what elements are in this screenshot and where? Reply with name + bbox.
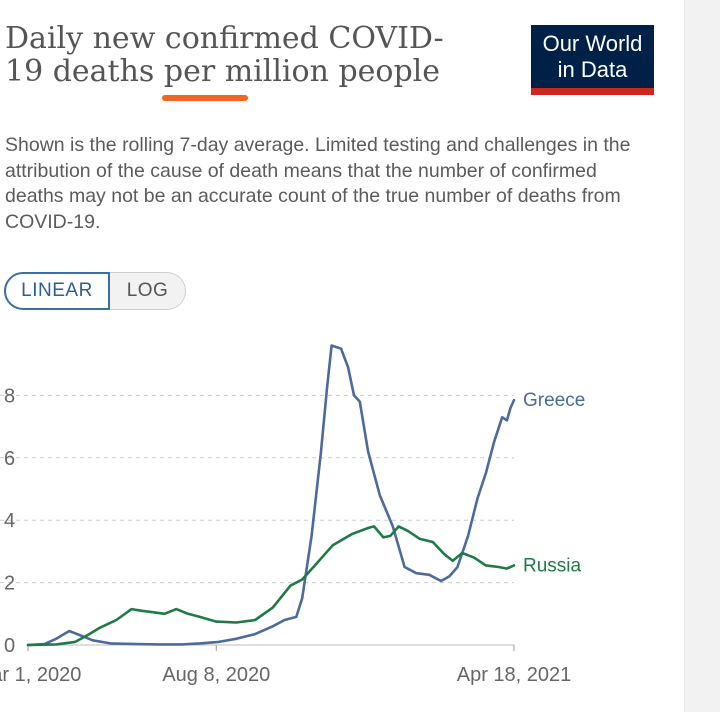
gridlines bbox=[0, 394, 514, 646]
y-axis-tick-labels: 0 2 4 6 8 bbox=[4, 385, 15, 657]
logo-line-2: in Data bbox=[557, 57, 628, 82]
series-line-greece bbox=[26, 344, 516, 647]
x-tick-label-0: Mar 1, 2020 bbox=[0, 664, 81, 686]
owid-logo[interactable]: Our World in Data bbox=[531, 25, 654, 95]
series-lines bbox=[26, 344, 516, 647]
y-tick-label-0: 0 bbox=[4, 635, 15, 657]
logo-line-1: Our World bbox=[542, 31, 643, 56]
chart-subtitle: Shown is the rolling 7-day average. Limi… bbox=[5, 134, 631, 233]
y-tick-label-2: 2 bbox=[4, 573, 15, 595]
series-label-russia: Russia bbox=[523, 555, 582, 576]
y-tick-label-4: 4 bbox=[4, 510, 15, 532]
x-axis: Mar 1, 2020 Aug 8, 2020 Apr 18, 2021 bbox=[0, 645, 571, 686]
scale-toggle: LINEAR LOG bbox=[4, 272, 186, 310]
y-tick-label-6: 6 bbox=[4, 448, 15, 470]
series-line-russia bbox=[26, 525, 516, 647]
chart-title: Daily new confirmed COVID-19 deaths per … bbox=[5, 21, 444, 89]
page-gutter bbox=[684, 0, 720, 712]
series-label-greece: Greece bbox=[523, 390, 585, 411]
y-tick-label-8: 8 bbox=[4, 385, 15, 407]
series-labels: Greece Russia bbox=[523, 390, 585, 576]
x-tick-label-1: Aug 8, 2020 bbox=[162, 664, 270, 686]
log-scale-button[interactable]: LOG bbox=[110, 272, 186, 310]
x-tick-label-2: Apr 18, 2021 bbox=[457, 664, 572, 686]
linear-scale-button[interactable]: LINEAR bbox=[4, 272, 110, 310]
logo-accent-bar bbox=[531, 88, 654, 95]
handwritten-underline-mark bbox=[162, 95, 248, 101]
